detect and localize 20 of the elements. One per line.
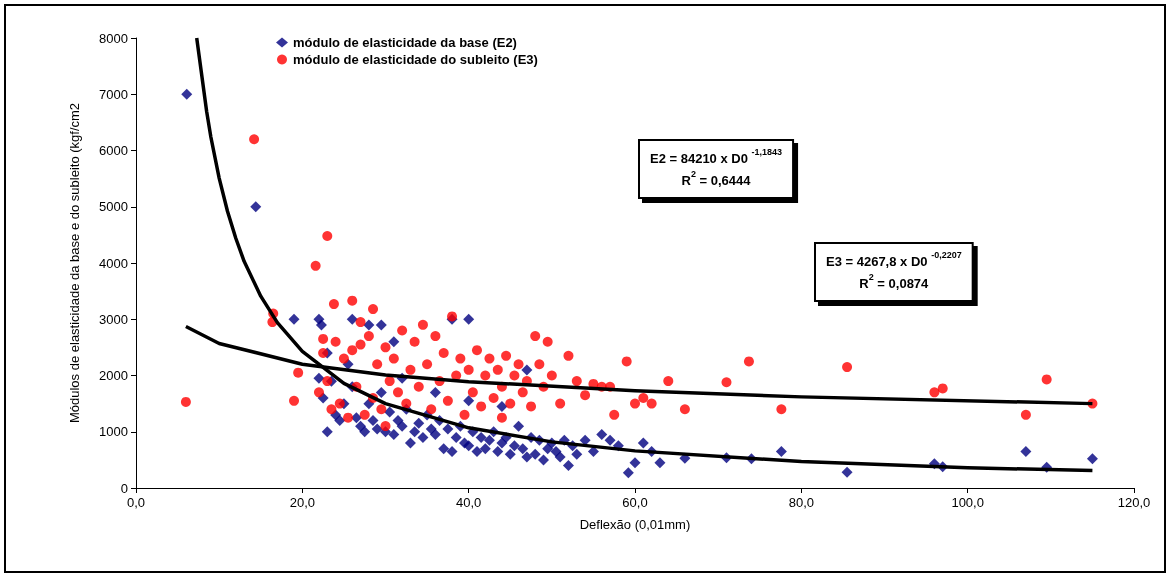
y-tick-label: 6000 bbox=[99, 143, 128, 158]
x-tick-label: 120,0 bbox=[1117, 495, 1151, 510]
y-axis-title: Módulos de elasticidade da base e do subleito (kgf/cm2 bbox=[67, 102, 82, 424]
y-tick-label: 1000 bbox=[99, 424, 128, 440]
y-tick-label: 5000 bbox=[99, 199, 128, 215]
y-tick-label: 8000 bbox=[99, 30, 128, 46]
y-tick-label: 4000 bbox=[99, 255, 128, 271]
x-axis-title: Deflexão (0,01mm) bbox=[579, 517, 691, 532]
x-tick-label: 0,0 bbox=[126, 495, 146, 510]
y-tick-label: 0 bbox=[120, 480, 128, 496]
x-tick-label: 80,0 bbox=[788, 495, 814, 510]
y-tick-label: 2000 bbox=[99, 368, 128, 383]
legend-label: módulo de elasticidade do subleito (E3) bbox=[293, 52, 538, 67]
x-tick-label: 100,0 bbox=[951, 495, 984, 510]
x-tick-label: 60,0 bbox=[622, 495, 648, 510]
x-tick-label: 20,0 bbox=[289, 495, 315, 510]
legend-label: módulo de elasticidade da base (E2) bbox=[293, 35, 517, 50]
y-tick-label: 3000 bbox=[99, 311, 128, 327]
y-tick-label: 7000 bbox=[99, 86, 128, 102]
x-tick-label: 40,0 bbox=[456, 495, 482, 510]
